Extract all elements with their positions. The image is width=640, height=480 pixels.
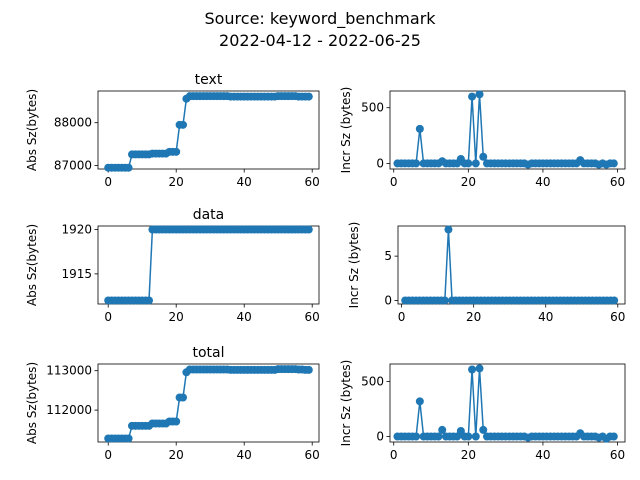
data-point <box>468 365 477 374</box>
data-point <box>440 296 449 305</box>
x-tick-label: 0 <box>104 175 112 189</box>
x-tick-label: 60 <box>305 175 320 189</box>
y-tick-label: 113000 <box>46 364 92 378</box>
data-point <box>610 296 619 305</box>
y-axis-label: Abs Sz(bytes) <box>25 89 39 171</box>
x-tick-label: 20 <box>461 175 476 189</box>
subplot-2: 0 20 40 60 0 500 Incr Sz (bytes) <box>339 87 626 189</box>
data-point <box>304 225 313 234</box>
x-tick-label: 0 <box>104 448 112 462</box>
data-point <box>304 365 313 374</box>
x-tick-label: 20 <box>169 448 184 462</box>
data-point <box>609 432 618 441</box>
x-tick-label: 40 <box>538 310 553 324</box>
y-axis-label: Abs Sz(bytes) <box>25 224 39 306</box>
y-tick-label: 0 <box>376 156 384 170</box>
data-point <box>412 159 421 168</box>
figure-suptitle-line1: Source: keyword_benchmark <box>204 9 436 29</box>
data-point <box>179 393 187 402</box>
axes-frame <box>97 363 320 443</box>
data-point <box>434 432 443 441</box>
x-tick-label: 60 <box>610 448 625 462</box>
data-point <box>464 159 473 168</box>
x-tick-label: 40 <box>237 310 252 324</box>
data-point <box>471 432 480 441</box>
subplot-5: 0 20 40 60 112000 113000 total Abs Sz(bytes) <box>25 345 320 462</box>
x-tick-label: 40 <box>237 175 252 189</box>
axes-frame <box>389 90 626 170</box>
data-point <box>172 147 181 156</box>
data-point <box>412 432 421 441</box>
data-point <box>172 417 181 426</box>
axes-frame <box>97 90 320 170</box>
data-point <box>471 159 480 168</box>
data-point <box>438 425 447 434</box>
data-point <box>479 152 488 161</box>
y-tick-label: 87000 <box>54 159 92 173</box>
x-tick-label: 0 <box>390 448 398 462</box>
x-tick-label: 20 <box>169 175 184 189</box>
x-tick-label: 60 <box>305 448 320 462</box>
data-point <box>444 225 453 234</box>
y-tick-label: 0 <box>384 293 392 307</box>
x-tick-label: 60 <box>610 310 625 324</box>
data-point <box>124 434 133 443</box>
data-point <box>145 296 153 305</box>
x-tick-label: 60 <box>305 310 320 324</box>
data-point <box>464 432 473 441</box>
x-tick-label: 40 <box>535 448 550 462</box>
y-axis-label: Abs Sz(bytes) <box>25 362 39 444</box>
subplot-title: text <box>195 72 223 88</box>
data-point <box>609 159 618 168</box>
figure-suptitle-line2: 2022-04-12 - 2022-06-25 <box>219 31 421 50</box>
subplot-4: 0 20 40 60 0 5 Incr Sz (bytes) <box>347 222 625 324</box>
subplots: 0 20 40 60 87000 88000 text Abs Sz(bytes) 0 20 40 6… <box>25 72 625 462</box>
data-point <box>415 397 424 406</box>
y-axis-label: Incr Sz (bytes) <box>339 360 353 447</box>
y-tick-label: 88000 <box>54 116 92 130</box>
x-tick-label: 40 <box>535 175 550 189</box>
y-tick-label: 500 <box>361 101 384 115</box>
y-tick-label: 1915 <box>61 267 92 281</box>
y-tick-label: 0 <box>376 430 384 444</box>
y-tick-label: 1920 <box>61 223 92 237</box>
y-tick-label: 500 <box>361 375 384 389</box>
y-axis-label: Incr Sz (bytes) <box>347 222 361 309</box>
data-point <box>179 120 187 129</box>
subplot-1: 0 20 40 60 87000 88000 text Abs Sz(bytes) <box>25 72 320 189</box>
subplot-title: data <box>193 207 225 223</box>
x-tick-label: 20 <box>169 310 184 324</box>
subplot-title: total <box>192 345 224 361</box>
x-tick-label: 20 <box>466 310 481 324</box>
x-tick-label: 0 <box>398 310 406 324</box>
axes-frame <box>389 363 626 443</box>
data-point <box>475 364 484 373</box>
data-point <box>468 92 477 101</box>
y-tick-label: 112000 <box>46 403 92 417</box>
data-point <box>124 163 133 172</box>
y-axis-label: Incr Sz (bytes) <box>339 87 353 174</box>
x-tick-label: 40 <box>237 448 252 462</box>
data-point <box>475 90 484 99</box>
y-tick-label: 5 <box>384 249 392 263</box>
data-point <box>415 124 424 133</box>
subplot-3: 0 20 40 60 1915 1920 data Abs Sz(bytes) <box>25 207 320 324</box>
x-tick-label: 0 <box>390 175 398 189</box>
x-tick-label: 60 <box>610 175 625 189</box>
data-point <box>304 92 313 101</box>
subplot-6: 0 20 40 60 0 500 Incr Sz (bytes) <box>339 360 626 462</box>
x-tick-label: 0 <box>104 310 112 324</box>
x-tick-label: 20 <box>461 448 476 462</box>
data-point <box>479 425 488 434</box>
